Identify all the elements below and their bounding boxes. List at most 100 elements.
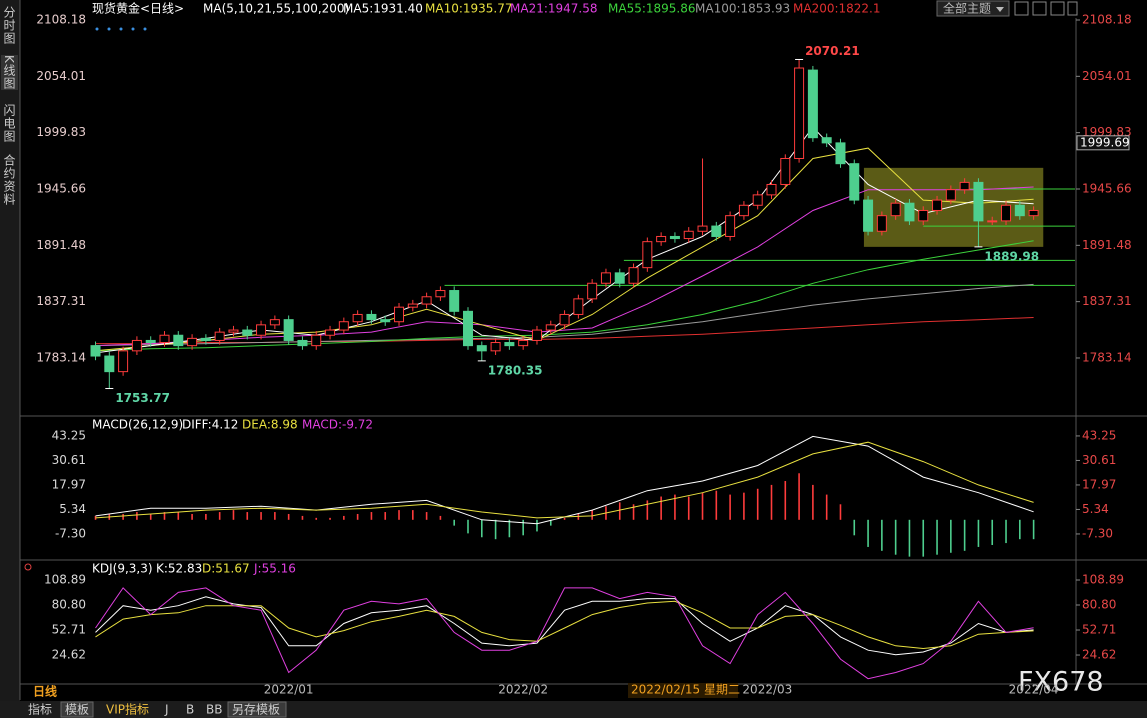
candle-body bbox=[380, 319, 391, 323]
tab[interactable]: VIP指标 bbox=[106, 702, 149, 717]
tab[interactable]: B bbox=[186, 703, 194, 717]
candle-body bbox=[311, 334, 322, 347]
candle-body bbox=[780, 157, 791, 185]
candle-body bbox=[228, 329, 239, 333]
series-line bbox=[95, 596, 1034, 656]
candle-body bbox=[752, 194, 763, 206]
candle-body bbox=[242, 329, 253, 336]
y-tick-label: 17.97 bbox=[52, 477, 86, 491]
y-tick-label: 108.89 bbox=[44, 572, 86, 586]
y-tick-label: 2108.18 bbox=[36, 13, 86, 27]
y-tick-label-right: 80.80 bbox=[1082, 598, 1116, 612]
x-tick-label: 2022/01 bbox=[264, 683, 314, 697]
y-tick-label: 80.80 bbox=[52, 598, 86, 612]
candle-body bbox=[725, 215, 736, 237]
candle-body bbox=[407, 303, 418, 308]
theme-button[interactable] bbox=[936, 0, 1010, 17]
candle-body bbox=[394, 306, 405, 323]
candle-body bbox=[794, 67, 805, 159]
candle-body bbox=[1001, 204, 1012, 222]
candle-body bbox=[573, 298, 584, 315]
candle-body bbox=[932, 199, 943, 211]
legend-entry: DEA:8.98 bbox=[242, 418, 298, 432]
y-tick-label-right: 108.89 bbox=[1082, 572, 1124, 586]
candle-body bbox=[131, 339, 142, 352]
candle-body bbox=[297, 339, 308, 347]
candle-body bbox=[118, 350, 129, 373]
candle-body bbox=[145, 339, 156, 344]
dropdown-arrow[interactable] bbox=[996, 7, 1004, 12]
window-icons[interactable] bbox=[1014, 1, 1078, 16]
candle-body bbox=[421, 296, 432, 305]
tab[interactable]: BB bbox=[206, 703, 222, 717]
y-tick-label: 2054.01 bbox=[36, 69, 86, 83]
candle-body bbox=[738, 204, 749, 217]
candle-body bbox=[1028, 209, 1039, 217]
candle-body bbox=[462, 310, 473, 347]
tab-bg[interactable] bbox=[60, 701, 94, 718]
candle-body bbox=[669, 235, 680, 240]
y-tick-label-right: 1837.31 bbox=[1082, 294, 1132, 308]
tab[interactable]: J bbox=[164, 703, 169, 717]
sidebar-tab[interactable]: 合约资料 bbox=[2, 154, 16, 206]
y-tick-label: 1837.31 bbox=[36, 294, 86, 308]
candle-body bbox=[642, 241, 653, 269]
legend-entry: MACD:-9.72 bbox=[302, 418, 373, 432]
y-tick-label-right: 2108.18 bbox=[1082, 13, 1132, 27]
candle-body bbox=[973, 181, 984, 222]
price-tag: 1999.69 bbox=[1080, 135, 1130, 149]
dots bbox=[95, 27, 147, 31]
candle-body bbox=[476, 345, 487, 352]
candle-body bbox=[159, 334, 170, 344]
candle-body bbox=[200, 337, 211, 341]
tab-bg[interactable] bbox=[227, 701, 287, 718]
y-tick-label: 1945.66 bbox=[36, 181, 86, 195]
theme-button-label[interactable]: 全部主题 bbox=[943, 1, 991, 16]
y-tick-label: 1783.14 bbox=[36, 350, 86, 364]
candle-body bbox=[256, 324, 267, 336]
candle-body bbox=[959, 181, 970, 191]
annotation: 1889.98 bbox=[984, 249, 1039, 263]
y-tick-label-right: 2054.01 bbox=[1082, 69, 1132, 83]
tab[interactable]: 指标 bbox=[28, 702, 52, 717]
candle-body bbox=[807, 69, 818, 139]
candle-body bbox=[683, 230, 694, 240]
candle-body bbox=[338, 321, 349, 331]
candle-body bbox=[352, 313, 363, 323]
y-tick-label: -7.30 bbox=[55, 526, 86, 540]
candle-body bbox=[173, 334, 184, 347]
candle-body bbox=[90, 345, 101, 357]
y-tick-label-right: 24.62 bbox=[1082, 648, 1116, 662]
legend-entry: D:51.67 bbox=[202, 562, 250, 576]
sidebar-tab[interactable]: 分时图 bbox=[2, 6, 16, 45]
sidebar-tab[interactable]: K线图 bbox=[1, 55, 18, 90]
panel-title: KDJ(9,3,3) bbox=[92, 562, 153, 576]
candle-body bbox=[504, 342, 515, 347]
tab[interactable]: 另存模板 bbox=[232, 703, 280, 717]
candle-body bbox=[269, 319, 280, 326]
legend-entry: K:52.83 bbox=[156, 562, 202, 576]
y-tick-label-right: 1945.66 bbox=[1082, 181, 1132, 195]
tab-bar bbox=[0, 701, 1147, 718]
x-tick-label: 2022/02 bbox=[498, 683, 548, 697]
annotation: 2070.21 bbox=[805, 44, 860, 58]
period-label[interactable]: 日线 bbox=[33, 684, 57, 699]
y-tick-label: 1999.83 bbox=[36, 125, 86, 139]
sidebar-tab[interactable]: 闪电图 bbox=[2, 104, 16, 143]
candle-body bbox=[1014, 204, 1025, 217]
panel-icon[interactable] bbox=[24, 563, 32, 571]
y-tick-label-right: 1891.48 bbox=[1082, 238, 1132, 252]
candle-body bbox=[987, 220, 998, 223]
series-line bbox=[95, 600, 1034, 650]
candle-body bbox=[600, 272, 611, 284]
y-tick-label-right: 52.71 bbox=[1082, 623, 1116, 637]
candle-body bbox=[518, 339, 529, 347]
y-tick-label-right: 30.61 bbox=[1082, 453, 1116, 467]
y-tick-label: 5.34 bbox=[59, 502, 86, 516]
y-tick-label: 43.25 bbox=[52, 428, 86, 442]
candle-body bbox=[366, 313, 377, 321]
candle-body bbox=[628, 267, 639, 284]
tab[interactable]: 模板 bbox=[65, 703, 89, 717]
